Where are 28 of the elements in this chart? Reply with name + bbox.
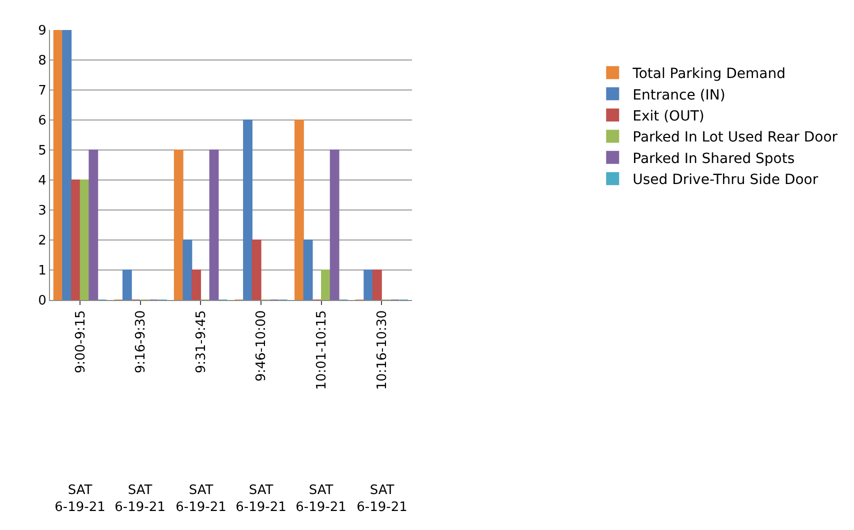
text: SAT 6-19-21 <box>176 483 226 515</box>
y-tick-label: 6 <box>38 114 46 129</box>
y-tick-label: 8 <box>38 54 46 69</box>
y-tick-label: 1 <box>38 264 46 279</box>
x-tick-label: 9:00-9:15 <box>73 310 88 374</box>
text: SAT 6-19-21 <box>356 483 408 515</box>
text: SAT 6-19-21 <box>54 483 106 515</box>
y-tick-label: 7 <box>38 84 46 99</box>
legend-label: Entrance (IN) <box>632 87 726 104</box>
text: SAT 6-19-21 <box>236 483 286 515</box>
y-tick-label: 9 <box>38 24 46 39</box>
text: SAT 6-19-21 <box>114 483 166 515</box>
legend-label: Parked In Lot Used Rear Door <box>632 130 838 146</box>
x-tick-label: 10:01-10:15 <box>314 310 330 390</box>
legend-label: Total Parking Demand <box>632 66 786 82</box>
y-tick-label: 0 <box>38 294 46 309</box>
x-tick-label: 10:16-10:30 <box>374 310 390 390</box>
legend-label: Exit (OUT) <box>632 108 704 124</box>
y-tick-label: 5 <box>38 144 46 159</box>
y-tick-label: 3 <box>38 204 46 219</box>
legend-label: Used Drive-Thru Side Door <box>632 172 818 188</box>
legend-label: Parked In Shared Spots <box>632 150 795 167</box>
text: SAT 6-19-21 <box>296 483 346 515</box>
x-tick-label: 9:46-10:00 <box>254 310 270 382</box>
y-tick-label: 4 <box>38 174 46 189</box>
x-tick-label: 9:31-9:45 <box>194 310 209 374</box>
x-tick-label: 9:16-9:30 <box>134 310 149 374</box>
y-tick-label: 2 <box>38 234 46 249</box>
